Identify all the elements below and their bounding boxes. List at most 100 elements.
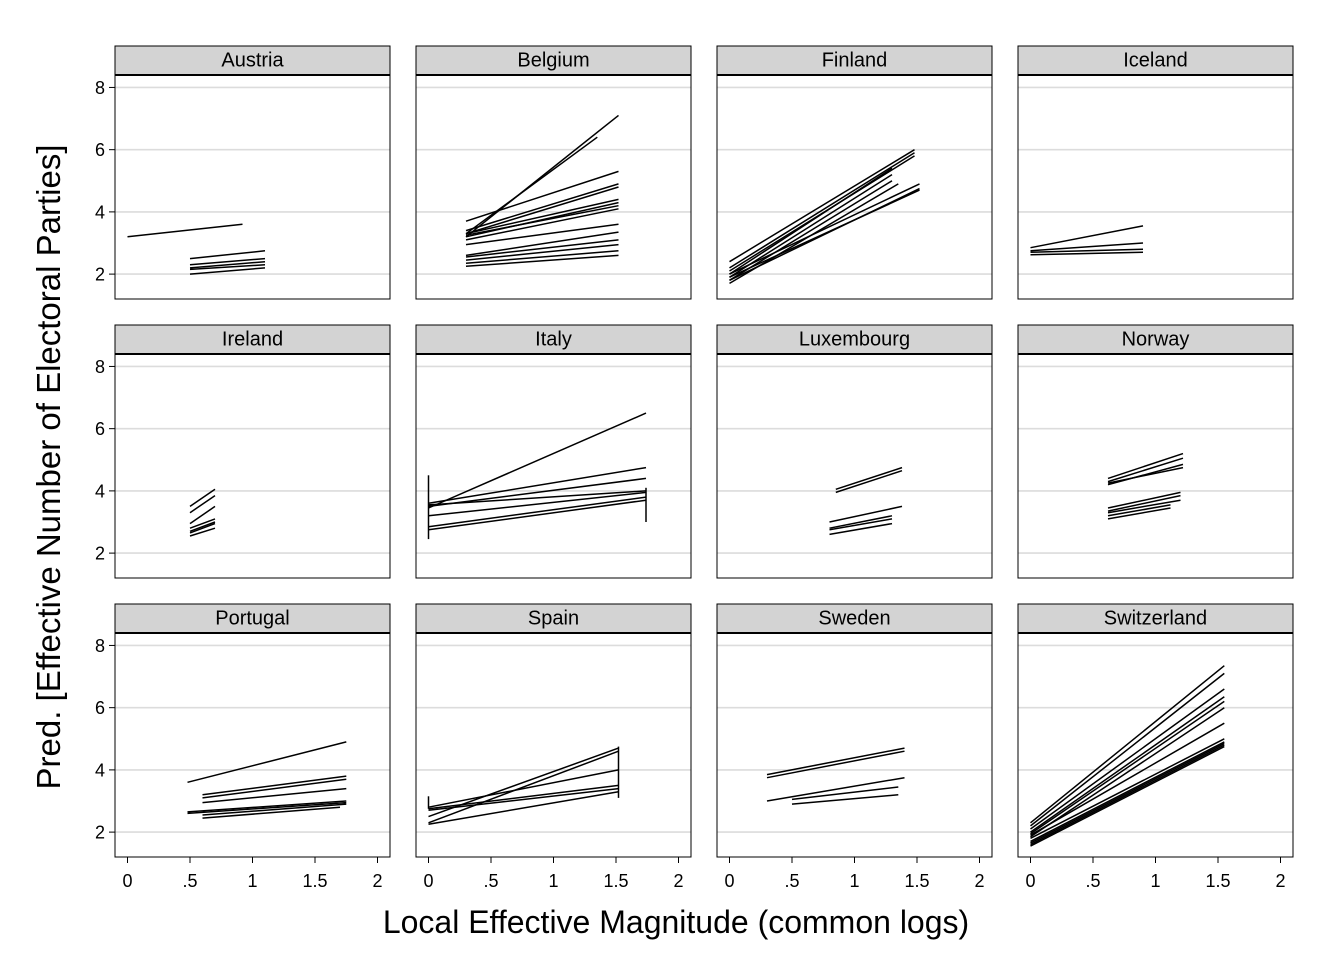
series-line: [189, 250, 266, 260]
x-tick-label: 1.5: [302, 871, 327, 891]
panel-header: [415, 45, 692, 76]
series-line: [1030, 696, 1225, 833]
series-line: [189, 264, 266, 271]
panel-header: [114, 603, 391, 634]
panel-header: [716, 603, 993, 634]
series-line: [465, 243, 619, 261]
series-line: [189, 518, 216, 529]
x-tick-label: 2: [372, 871, 382, 891]
panel-belgium: Belgium: [415, 45, 692, 300]
y-tick-label: 8: [95, 636, 105, 656]
series-line: [465, 208, 619, 241]
series-line: [1030, 665, 1225, 824]
x-tick-label: .5: [182, 871, 197, 891]
panel-title: Sweden: [818, 608, 890, 630]
panel-spain: Spain 0 .5 1 1.5 2: [415, 603, 692, 891]
x-axis-title: Local Effective Magnitude (common logs): [383, 904, 969, 940]
series-line: [465, 198, 619, 235]
series-line: [428, 784, 619, 810]
x-tick-label: 1.5: [603, 871, 628, 891]
x-tick-label: 0: [423, 871, 433, 891]
series-line: [1107, 504, 1171, 517]
panel-finland: Finland: [716, 45, 993, 300]
series-line: [1030, 742, 1225, 844]
series-line: [835, 469, 903, 494]
series-line: [428, 477, 647, 508]
y-tick-label: 2: [95, 823, 105, 843]
series-line: [1107, 452, 1184, 480]
series-line: [202, 778, 347, 799]
x-tick-label: .5: [483, 871, 498, 891]
y-tick-label: 4: [95, 202, 105, 222]
series-line: [428, 499, 647, 531]
series-line: [428, 490, 647, 506]
series-line: [189, 505, 216, 525]
panel-title: Portugal: [215, 608, 290, 630]
x-tick-label: 1: [849, 871, 859, 891]
series-line: [1030, 700, 1225, 835]
panel-title: Ireland: [222, 329, 283, 351]
series-line: [729, 149, 915, 263]
series-line: [1107, 491, 1181, 509]
panel-title: Finland: [822, 50, 888, 72]
panel-header: [1017, 603, 1294, 634]
series-line: [1030, 248, 1144, 254]
series-line: [729, 173, 893, 278]
series-line: [829, 518, 893, 531]
x-tick-label: 1: [1150, 871, 1160, 891]
panel-austria: Austria 2 4 6 8: [95, 45, 391, 300]
series-line: [465, 183, 619, 232]
series-line: [202, 775, 347, 796]
series-line: [835, 466, 903, 491]
series-line: [187, 800, 347, 813]
series-line: [465, 170, 619, 222]
panel-header: [415, 324, 692, 355]
series-line: [428, 491, 647, 517]
series-line: [1107, 507, 1171, 520]
panel-title: Iceland: [1123, 50, 1188, 72]
panel-header: [716, 324, 993, 355]
panel-title: Italy: [535, 329, 572, 351]
series-line: [1107, 463, 1184, 486]
series-line: [202, 787, 347, 804]
panel-sweden: Sweden 0 .5 1 1.5 2: [716, 603, 993, 891]
panel-header: [1017, 324, 1294, 355]
series-line: [465, 223, 619, 246]
panel-header: [1017, 45, 1294, 76]
x-tick-label: 0: [1025, 871, 1035, 891]
x-tick-label: 2: [673, 871, 683, 891]
x-tick-label: .5: [784, 871, 799, 891]
series-line: [1030, 722, 1225, 836]
series-line: [1030, 741, 1225, 843]
series-line: [189, 257, 266, 266]
series-line: [829, 515, 893, 529]
y-axis-title: Pred. [Effective Number of Electoral Par…: [30, 145, 67, 790]
series-line: [1030, 745, 1225, 847]
y-tick-label: 2: [95, 544, 105, 564]
y-tick-label: 4: [95, 481, 105, 501]
panel-switzerland: Switzerland 0 .5 1 1.5 2: [1017, 603, 1294, 891]
series-line: [189, 267, 266, 275]
series-line: [791, 794, 899, 805]
x-tick-label: 0: [122, 871, 132, 891]
y-tick-label: 6: [95, 698, 105, 718]
series-line: [1107, 457, 1184, 483]
series-line: [465, 250, 619, 264]
series-line: [465, 254, 619, 268]
x-tick-label: 1: [247, 871, 257, 891]
panel-portugal: Portugal 2 4 6 8 0 .5 1 1.5 2: [95, 603, 391, 891]
series-line: [1030, 707, 1225, 838]
series-line: [729, 183, 920, 275]
series-line: [428, 787, 619, 812]
series-line: [1107, 499, 1181, 514]
series-line: [829, 522, 893, 536]
panel-title: Spain: [528, 608, 579, 630]
series-line: [766, 750, 905, 779]
series-line: [465, 186, 619, 235]
series-line: [428, 412, 647, 509]
series-line: [127, 223, 243, 238]
y-tick-label: 4: [95, 760, 105, 780]
series-line: [428, 790, 619, 826]
series-line: [428, 496, 647, 528]
x-tick-label: 2: [974, 871, 984, 891]
